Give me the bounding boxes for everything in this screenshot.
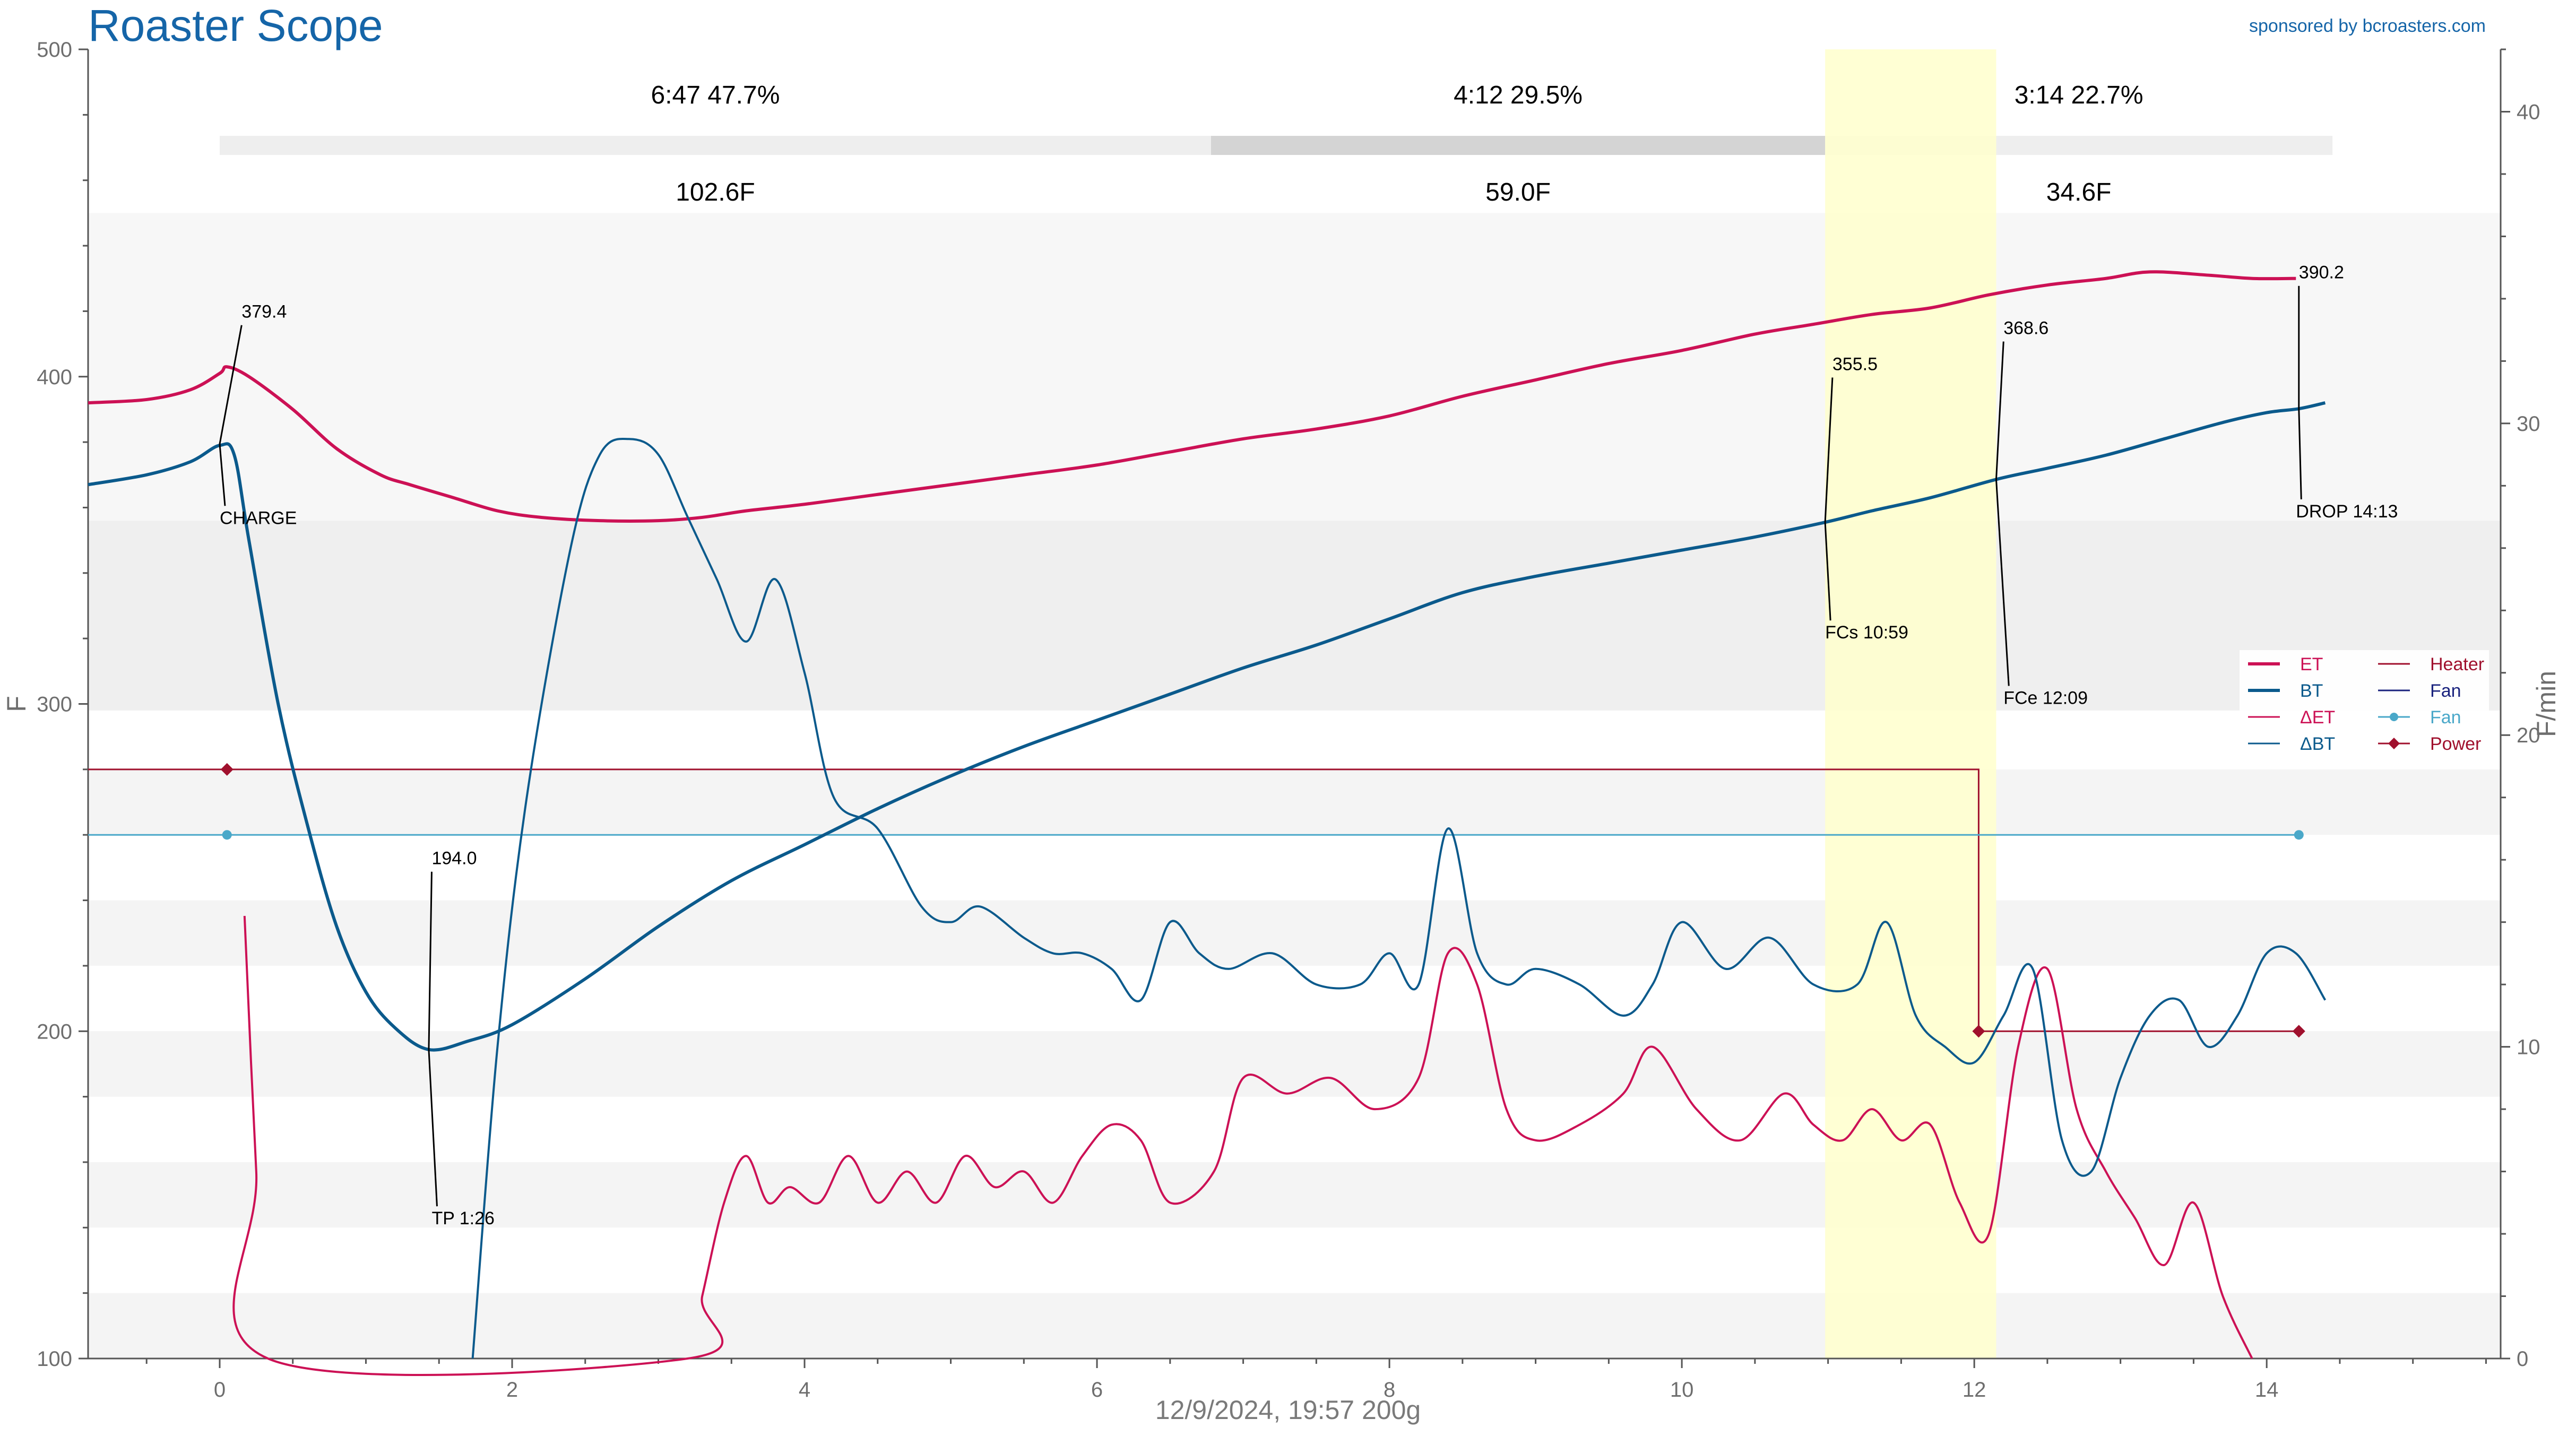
y2-tick-label: 10 (2517, 1036, 2540, 1059)
y-tick-label: 500 (37, 38, 72, 62)
legend-item-delta-et-label: ΔET (2300, 707, 2335, 728)
x-tick-label: 8 (1384, 1378, 1395, 1402)
markers (220, 763, 2305, 1038)
bg-band (88, 1162, 2501, 1228)
fan-marker (2294, 830, 2304, 840)
y2-axis-title: F/min (2531, 671, 2561, 737)
event-name-label: FCe 12:09 (2003, 688, 2088, 708)
phase-time-label: 4:12 29.5% (1454, 81, 1583, 109)
x-tick-label: 12 (1963, 1378, 1986, 1402)
y-tick-label: 400 (37, 366, 72, 389)
legend-item-fan-label: Fan (2430, 707, 2461, 728)
series-delta-bt (471, 437, 2327, 1359)
y-tick-label: 100 (37, 1347, 72, 1371)
x-tick-label: 2 (506, 1378, 518, 1402)
legend: ET BT ΔET ΔBT Heater Fan Fan Power (2240, 650, 2489, 762)
phase-segment (219, 136, 1211, 155)
page-title: Roaster Scope (88, 1, 383, 50)
y2-tick-label: 0 (2517, 1347, 2528, 1371)
power-marker (1972, 1025, 1985, 1038)
phase-delta-label: 59.0F (1485, 178, 1551, 206)
power-marker (2292, 1025, 2305, 1038)
event-value-label: 379.4 (241, 302, 287, 322)
y2-tick-label: 40 (2517, 100, 2540, 124)
annotation-leader (1995, 479, 2010, 686)
x-tick-label: 6 (1091, 1378, 1103, 1402)
series-et (88, 270, 2296, 523)
legend-item-et-label: ET (2300, 654, 2323, 674)
annotation-leader (219, 444, 226, 506)
bg-band (88, 900, 2501, 966)
y2-tick-label: 20 (2517, 724, 2540, 747)
annotation-leader (2298, 409, 2302, 499)
footer-info: 12/9/2024, 19:57 200g (1155, 1395, 1421, 1425)
phase-bar: 6:47 47.7% 102.6F 4:12 29.5% 59.0F 3:14 22.7… (219, 81, 2333, 206)
first-crack-band (1825, 49, 1996, 1359)
legend-item-bt-label: BT (2300, 681, 2323, 701)
sponsor-link[interactable]: sponsored by bcroasters.com (2249, 16, 2486, 36)
phase-delta-label: 102.6F (676, 178, 755, 206)
event-annotations: 379.4 CHARGE 194.0 TP 1:26 355.5 FCs 10:59 368… (219, 263, 2398, 1229)
annotation-leader (428, 1049, 438, 1207)
legend-item-fan-label: Fan (2430, 681, 2461, 701)
event-name-label: DROP 14:13 (2296, 501, 2398, 522)
legend-item-heater-label: Heater (2430, 654, 2484, 674)
series-lines (88, 270, 2327, 1376)
legend-item-power-label: Power (2430, 734, 2481, 754)
legend-item-delta-bt-label: ΔBT (2300, 734, 2335, 754)
legend-box (2240, 650, 2489, 762)
phase-segment (1211, 136, 1826, 155)
bg-band (88, 1293, 2501, 1359)
bg-band (88, 769, 2501, 835)
y-tick-label: 200 (37, 1020, 72, 1043)
event-value-label: 390.2 (2299, 263, 2344, 283)
annotation-leader (428, 871, 433, 1050)
event-value-label: 368.6 (2003, 318, 2048, 339)
x-tick-label: 10 (1670, 1378, 1694, 1402)
series-bt (88, 401, 2326, 1052)
phase-delta-label: 34.6F (2046, 178, 2112, 206)
annotation-leader (1824, 522, 1831, 621)
bg-band (88, 521, 2501, 711)
power-marker (220, 763, 234, 776)
x-tick-label: 14 (2255, 1378, 2279, 1402)
event-value-label: 194.0 (431, 849, 477, 869)
bg-band (88, 1031, 2501, 1097)
axes: 0 2 4 6 8 10 12 14 100 200 300 400 500 0 10 20 30 40 F F/mi… (2, 38, 2561, 1402)
heater-line (88, 768, 2299, 1032)
x-tick-label: 0 (214, 1378, 226, 1402)
y-tick-label: 300 (37, 693, 72, 716)
series-delta-et (232, 915, 2253, 1376)
event-name-label: CHARGE (220, 508, 297, 528)
y2-tick-label: 30 (2517, 412, 2540, 436)
x-tick-label: 4 (799, 1378, 810, 1402)
phase-time-label: 6:47 47.7% (651, 81, 780, 109)
annotation-leader (219, 325, 243, 445)
background-bands (88, 213, 2501, 1359)
event-name-label: FCs 10:59 (1825, 622, 1908, 643)
legend-item-fan-dot (2390, 713, 2398, 721)
event-value-label: 355.5 (1832, 354, 1878, 374)
phase-time-label: 3:14 22.7% (2015, 81, 2143, 109)
first-crack-highlight (1825, 49, 1996, 1359)
annotation-leader (1995, 341, 2004, 480)
y-axis-title: F (2, 696, 31, 712)
bg-band (88, 213, 2501, 521)
legend-item-power-diamond (2388, 738, 2400, 749)
event-name-label: TP 1:26 (431, 1208, 494, 1229)
fan-marker (222, 830, 232, 840)
annotation-leader (1824, 377, 1834, 523)
